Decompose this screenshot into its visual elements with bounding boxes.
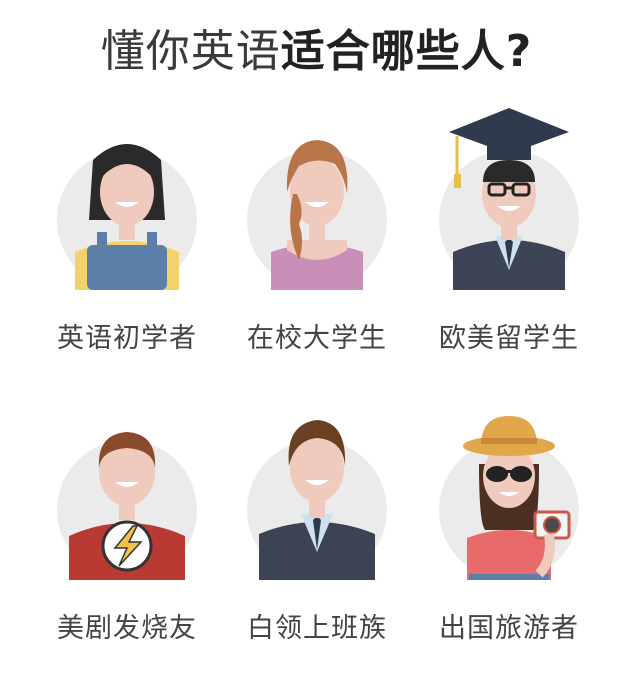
female-student-icon <box>247 120 387 290</box>
page-title: 懂你英语适合哪些人? <box>0 22 633 82</box>
office-worker-suit-icon <box>247 410 387 580</box>
persona-label-office: 白领上班族 <box>247 613 387 644</box>
persona-card-beginner: 英语初学者 <box>32 120 222 380</box>
persona-card-tourist: 出国旅游者 <box>414 410 604 670</box>
persona-label-student: 在校大学生 <box>247 323 387 354</box>
persona-label-tourist: 出国旅游者 <box>439 613 579 644</box>
persona-card-office: 白领上班族 <box>222 410 412 670</box>
persona-card-tv-fan: 美剧发烧友 <box>32 410 222 670</box>
tv-fan-flash-shirt-icon <box>57 410 197 580</box>
persona-label-graduate: 欧美留学生 <box>439 323 579 354</box>
title-light: 懂你英语 <box>100 26 281 77</box>
persona-label-tv-fan: 美剧发烧友 <box>57 613 197 644</box>
persona-card-student: 在校大学生 <box>222 120 412 380</box>
tourist-camera-icon <box>439 410 579 580</box>
persona-card-graduate: 欧美留学生 <box>414 108 604 380</box>
graduate-cap-icon <box>439 108 579 290</box>
girl-overalls-icon <box>57 120 197 290</box>
title-bold: 适合哪些人? <box>280 26 533 77</box>
persona-label-beginner: 英语初学者 <box>57 323 197 354</box>
